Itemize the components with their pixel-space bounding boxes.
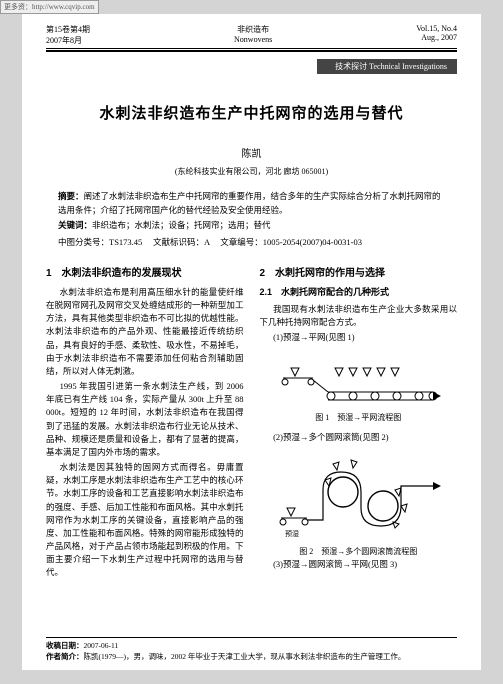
- footer-block: 收稿日期：2007-06-11 作者简介：陈凯(1979—)，男，调味，2002…: [46, 637, 457, 662]
- left-column: 1 水刺法非织造布的发展现状 水刺法非织造布是利用高压细水针的能量使纤维在脱网帘…: [46, 260, 244, 581]
- header-right: Vol.15, No.4 Aug., 2007: [416, 24, 457, 46]
- figure-2: 预湿: [260, 450, 458, 540]
- article-id-value: 1005-2054(2007)04-0031-03: [263, 237, 362, 247]
- section-2-1-heading: 2.1 水刺托网帘配合的几种形式: [260, 286, 458, 300]
- issue-date-cn: 2007年8月: [46, 35, 90, 46]
- item-2-text: (2)预湿→多个圆网滚筒(见图 2): [260, 431, 458, 444]
- section-banner: 技术探讨 Technical Investigations: [317, 59, 457, 74]
- header-left: 第15卷第4期 2007年8月: [46, 24, 90, 46]
- figure-1: 图 1 预湿→平网流程图: [260, 350, 458, 424]
- abstract-label: 摘要：: [58, 191, 84, 201]
- author-bio: 陈凯(1979—)，男，调味，2002 年毕业于天津工业大学，现从事水刺法非织造…: [84, 652, 406, 661]
- doc-code-value: A: [204, 237, 210, 247]
- article-title: 水刺法非织造布生产中托网帘的选用与替代: [22, 102, 481, 123]
- header-center: 非织造布 Nonwovens: [234, 24, 272, 46]
- author-name: 陈凯: [22, 145, 481, 160]
- right-column: 2 水刺托网帘的作用与选择 2.1 水刺托网帘配合的几种形式 我国现有水刺法非织…: [260, 260, 458, 581]
- figure-2-caption: 图 2 预湿→多个圆网滚筒流程图: [260, 546, 458, 558]
- journal-header: 第15卷第4期 2007年8月 非织造布 Nonwovens Vol.15, N…: [22, 14, 481, 52]
- keywords-label: 关键词：: [58, 220, 92, 230]
- section-1-heading: 1 水刺法非织造布的发展现状: [46, 266, 244, 282]
- page: 第15卷第4期 2007年8月 非织造布 Nonwovens Vol.15, N…: [22, 14, 481, 670]
- received-date: 2007-06-11: [84, 641, 119, 650]
- header-rule-thin: [46, 48, 457, 49]
- item-3-text: (3)预湿→圆网滚筒→平网(见图 3): [260, 558, 458, 571]
- author-bio-label: 作者简介：: [46, 652, 84, 661]
- svg-text:预湿: 预湿: [285, 529, 299, 538]
- section-1-p3: 水刺法是因其独特的固网方式而得名。毋庸置疑，水刺工序是水刺法非织造布生产工艺中的…: [46, 461, 244, 580]
- section-banner-wrap: 技术探讨 Technical Investigations: [22, 56, 481, 74]
- keywords-text: 非织造布；水刺法；设备；托网帘；选用；替代: [92, 220, 271, 230]
- item-1-text: (1)预湿→平网(见图 1): [260, 331, 458, 344]
- clc-label: 中图分类号：: [58, 237, 109, 247]
- clc-value: TS173.45: [109, 237, 142, 247]
- issue-date-en: Aug., 2007: [416, 33, 457, 42]
- journal-title-cn: 非织造布: [234, 24, 272, 35]
- volume-en: Vol.15, No.4: [416, 24, 457, 33]
- source-tag: 更多资：http://www.cqvip.com: [0, 0, 99, 14]
- figure-1-svg: [273, 350, 443, 410]
- received-label: 收稿日期：: [46, 641, 84, 650]
- abstract-block: 摘要：阐述了水刺法非织造布生产中托网帘的重要作用，结合多年的生产实际综合分析了水…: [22, 189, 481, 232]
- section-2-heading: 2 水刺托网帘的作用与选择: [260, 266, 458, 282]
- figure-1-caption: 图 1 预湿→平网流程图: [260, 412, 458, 424]
- header-rule-thick: [46, 50, 457, 52]
- classification-line: 中图分类号：TS173.45 文献标识码：A 文章编号：1005-2054(20…: [22, 236, 481, 248]
- journal-title-en: Nonwovens: [234, 35, 272, 44]
- article-id-label: 文章编号：: [220, 237, 263, 247]
- section-1-p2: 1995 年我国引进第一条水刺法生产线，到 2006 年底已有生产线 104 条…: [46, 380, 244, 459]
- section-1-p1: 水刺法非织造布是利用高压细水针的能量使纤维在脱网帘网孔及网帘交叉处缠结成形的一种…: [46, 286, 244, 378]
- two-column-body: 1 水刺法非织造布的发展现状 水刺法非织造布是利用高压细水针的能量使纤维在脱网帘…: [22, 260, 481, 581]
- figure-2-svg: 预湿: [273, 450, 443, 540]
- abstract-text: 阐述了水刺法非织造布生产中托网帘的重要作用，结合多年的生产实际综合分析了水刺托网…: [58, 191, 441, 215]
- section-2-1-p1: 我国现有水刺法非织造布生产企业大多数采用以下几种托持网帘配合方式。: [260, 303, 458, 329]
- volume-issue: 第15卷第4期: [46, 24, 90, 35]
- author-affiliation: (东纶科技实业有限公司，河北 廊坊 065001): [22, 166, 481, 177]
- doc-code-label: 文献标识码：: [153, 237, 204, 247]
